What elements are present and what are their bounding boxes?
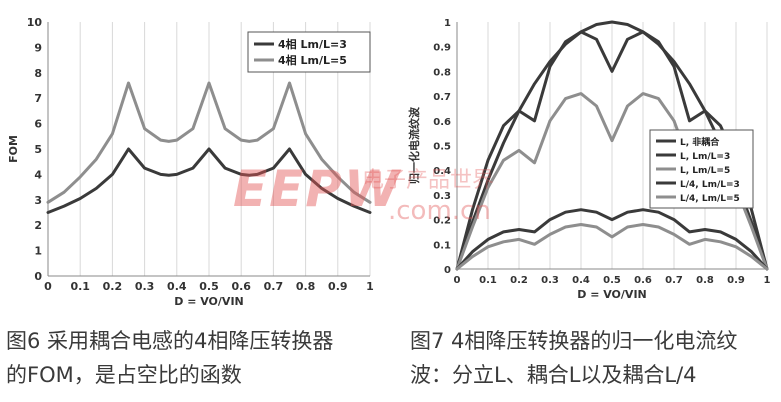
figure7-caption-line1: 图7 4相降压转换器的归一化电流纹 — [410, 329, 738, 353]
watermark-url: .com.cn — [388, 196, 491, 226]
x-tick-label: 0.2 — [510, 275, 528, 286]
legend-label: L, Lm/L=3 — [680, 152, 730, 162]
watermark-logo: EEPW — [233, 160, 402, 218]
y-axis-label: FOM — [7, 135, 20, 163]
y-tick-label: 5 — [34, 143, 42, 156]
legend-label: 4相 Lm/L=3 — [278, 37, 347, 51]
legend-label: L/4, Lm/L=3 — [680, 180, 740, 190]
series-line — [455, 30, 769, 271]
series-line — [455, 223, 769, 271]
y-tick-label: 0.3 — [433, 191, 451, 202]
y-tick-label: 0 — [34, 270, 42, 283]
x-tick-label: 0.4 — [167, 280, 187, 293]
x-tick-label: 0.8 — [696, 275, 714, 286]
x-tick-label: 0.6 — [231, 280, 251, 293]
x-tick-label: 0.8 — [296, 280, 316, 293]
y-tick-label: 3 — [34, 194, 42, 207]
y-tick-label: 0.4 — [433, 166, 451, 177]
y-tick-label: 0.8 — [433, 67, 451, 78]
figure7-caption-line2: 波：分立L、耦合L以及耦合L/4 — [410, 363, 697, 387]
x-tick-label: 0.9 — [727, 275, 745, 286]
legend-label: L, Lm/L=5 — [680, 166, 730, 176]
legend-label: L, 非耦合 — [680, 136, 720, 148]
x-tick-label: 0.5 — [199, 280, 219, 293]
x-tick-label: 0.9 — [328, 280, 348, 293]
y-tick-label: 0.7 — [433, 92, 451, 103]
figure7-caption: 图7 4相降压转换器的归一化电流纹 波：分立L、耦合L以及耦合L/4 — [410, 324, 737, 392]
y-tick-label: 1 — [34, 245, 42, 258]
y-tick-label: 10 — [27, 16, 43, 29]
x-tick-label: 0.6 — [634, 275, 652, 286]
x-tick-label: 0.7 — [264, 280, 284, 293]
y-tick-label: 0.2 — [433, 216, 451, 227]
x-tick-label: 0.1 — [70, 280, 90, 293]
x-tick-label: 1 — [366, 280, 374, 293]
x-tick-label: 0.1 — [479, 275, 497, 286]
y-tick-label: 9 — [34, 41, 42, 54]
figure6-caption: 图6 采用耦合电感的4相降压转换器 的FOM，是占空比的函数 — [6, 324, 333, 392]
series-line — [455, 208, 769, 271]
x-tick-label: 0.7 — [665, 275, 683, 286]
x-tick-label: 0.3 — [541, 275, 559, 286]
x-axis-label: D = VO/VIN — [174, 295, 244, 308]
x-tick-label: 0 — [44, 280, 52, 293]
y-tick-label: 1 — [444, 18, 451, 29]
x-tick-label: 0 — [454, 275, 461, 286]
y-tick-label: 6 — [34, 118, 42, 131]
series-line — [46, 81, 372, 204]
series-line — [46, 147, 372, 214]
y-tick-label: 7 — [34, 92, 42, 105]
y-tick-label: 0.5 — [433, 142, 451, 153]
y-tick-label: 8 — [34, 67, 42, 80]
y-axis-label: 归一化电流纹波 — [407, 106, 421, 184]
y-tick-label: 0.9 — [433, 43, 451, 54]
x-tick-label: 0.3 — [135, 280, 155, 293]
legend-label: 4相 Lm/L=5 — [278, 53, 347, 67]
figure6-caption-line1: 图6 采用耦合电感的4相降压转换器 — [6, 329, 334, 353]
y-tick-label: 2 — [34, 219, 42, 232]
legend-box — [247, 31, 371, 73]
x-tick-label: 0.4 — [572, 275, 590, 286]
y-tick-label: 0.6 — [433, 117, 451, 128]
x-axis-label: D = VO/VIN — [577, 288, 647, 301]
watermark-cn: 电子产品世界 — [362, 168, 495, 193]
x-tick-label: 0.2 — [103, 280, 123, 293]
x-tick-label: 0.5 — [603, 275, 621, 286]
y-tick-label: 0.1 — [433, 240, 451, 251]
ripple-chart: 0 0.1 0.2 0.3 0.4 0.5 0.6 0.7 0.8 0.9 1 0 0.1 0.2 0.3 0… — [407, 18, 771, 301]
x-tick-label: 1 — [764, 275, 771, 286]
legend-label: L/4, Lm/L=5 — [680, 194, 740, 204]
y-tick-label: 0 — [444, 265, 451, 276]
y-tick-label: 4 — [34, 168, 42, 181]
fom-chart: 0 0.1 0.2 0.3 0.4 0.5 0.6 0.7 0.8 0.9 101234567891… — [7, 16, 374, 308]
figure6-caption-line2: 的FOM，是占空比的函数 — [6, 363, 242, 387]
